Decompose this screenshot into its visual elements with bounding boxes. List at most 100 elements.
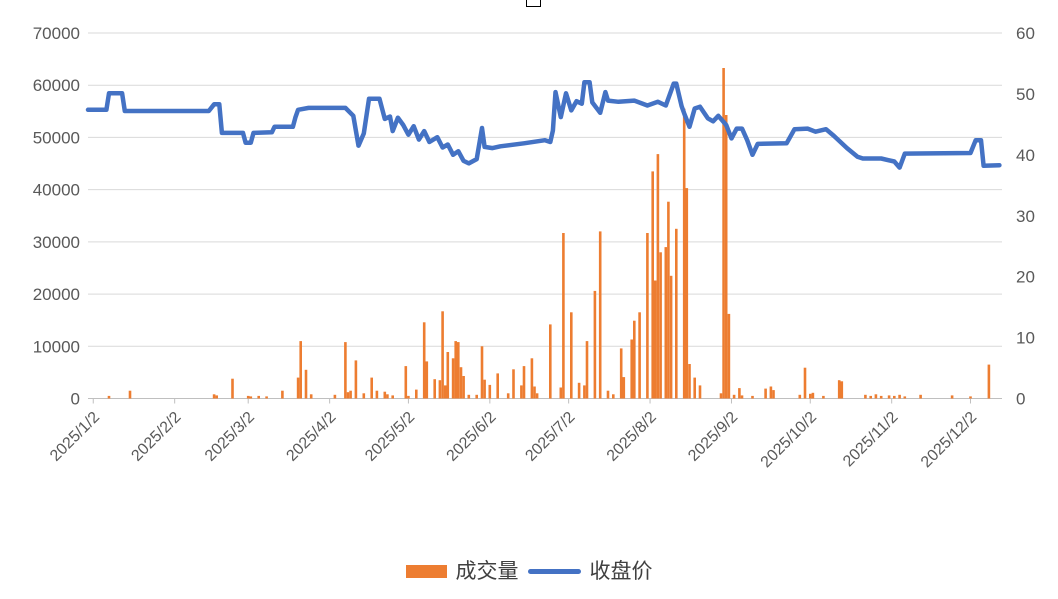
y-axis-label-left: 40000 [33, 181, 80, 200]
volume-bar [415, 389, 418, 399]
volume-bar [370, 377, 373, 399]
volume-bar [512, 369, 515, 399]
title-box [526, 0, 541, 7]
volume-bar [462, 376, 465, 399]
volume-bar [212, 394, 216, 399]
volume-bar [344, 342, 347, 399]
volume-bar [822, 395, 825, 399]
volume-bar [488, 384, 492, 399]
volume-bar [475, 394, 478, 399]
volume-bar [391, 395, 394, 399]
volume-bar [969, 396, 972, 399]
volume-bar [107, 395, 111, 399]
volume-bar [457, 342, 460, 399]
volume-bar [459, 367, 463, 399]
volume-bar [727, 313, 731, 399]
volume-bar [740, 395, 744, 399]
volume-bar [688, 364, 691, 399]
volume-bar [630, 339, 633, 399]
volume-bar [869, 395, 872, 399]
volume-bar [682, 108, 686, 399]
volume-bar [333, 394, 337, 399]
volume-bar [441, 311, 444, 399]
volume-bar [549, 324, 552, 399]
volume-bar [231, 378, 234, 399]
volume-bar [811, 392, 815, 399]
volume-bar [309, 394, 313, 399]
volume-bar [751, 395, 754, 399]
volume-bar [570, 312, 573, 399]
legend-label-volume: 成交量 [455, 559, 519, 583]
x-axis-label: 2025/11/2 [840, 409, 902, 471]
volume-bar [530, 358, 534, 399]
volume-bar [612, 394, 615, 399]
volume-bar [769, 386, 773, 399]
volume-bar [246, 395, 250, 399]
legend-label-close: 收盘价 [589, 559, 653, 583]
x-axis-label: 2025/1/2 [47, 409, 103, 465]
volume-bar [433, 379, 436, 399]
volume-bar [840, 381, 844, 399]
volume-bar [893, 395, 896, 399]
volume-bar [698, 385, 702, 399]
volume-bar [583, 385, 586, 399]
x-axis-label: 2025/7/2 [522, 409, 578, 465]
legend-bar-swatch [405, 564, 447, 578]
volume-bar [559, 387, 563, 399]
y-axis-label-right: 40 [1016, 146, 1035, 165]
volume-bar [633, 320, 636, 399]
volume-bar [386, 394, 389, 399]
volume-bar [879, 395, 883, 399]
volume-bar [520, 385, 523, 399]
y-axis-label-right: 10 [1016, 329, 1035, 348]
volume-bar [622, 377, 626, 399]
volume-bar [451, 358, 455, 399]
x-axis-label: 2025/9/2 [685, 409, 741, 465]
volume-bar [128, 390, 132, 399]
volume-bar [535, 393, 539, 399]
volume-bar [467, 394, 471, 399]
volume-bar [619, 348, 623, 399]
volume-bar [874, 394, 878, 399]
volume-bar [522, 366, 526, 399]
volume-bar [722, 68, 725, 399]
volume-bar [724, 115, 728, 399]
volume-bar [215, 395, 218, 399]
volume-bar [693, 377, 696, 399]
volume-bar [585, 341, 589, 399]
volume-bar [919, 394, 922, 399]
volume-bar [598, 231, 602, 399]
volume-bar [803, 367, 807, 399]
y-axis-label-left: 60000 [33, 76, 80, 95]
volume-bar [496, 373, 499, 399]
y-axis-label-left: 50000 [33, 128, 80, 147]
volume-bar [593, 290, 597, 399]
volume-bar [483, 379, 486, 399]
volume-bar [349, 390, 352, 399]
volume-bar [719, 393, 723, 399]
close-price-line [85, 80, 1002, 170]
y-axis-label-right: 20 [1016, 268, 1035, 287]
volume-bar [296, 377, 300, 399]
x-axis-label: 2025/4/2 [283, 409, 339, 465]
volume-bar [422, 322, 426, 399]
volume-bar [577, 382, 581, 399]
volume-bar [281, 390, 284, 399]
volume-bar [864, 394, 867, 399]
volume-bar [533, 386, 536, 399]
volume-bar [664, 247, 668, 399]
volume-bar [425, 361, 429, 399]
volume-bar [656, 154, 660, 399]
y-axis-label-left: 0 [71, 390, 80, 409]
volume-bar [798, 394, 802, 399]
volume-bar [903, 396, 907, 399]
volume-bar [265, 396, 268, 399]
volume-bar [667, 201, 670, 399]
volume-bar [375, 390, 379, 399]
volume-bar [438, 380, 442, 399]
y-axis-label-right: 60 [1016, 24, 1035, 43]
volume-bar [669, 275, 673, 399]
y-axis-label-right: 0 [1016, 390, 1025, 409]
